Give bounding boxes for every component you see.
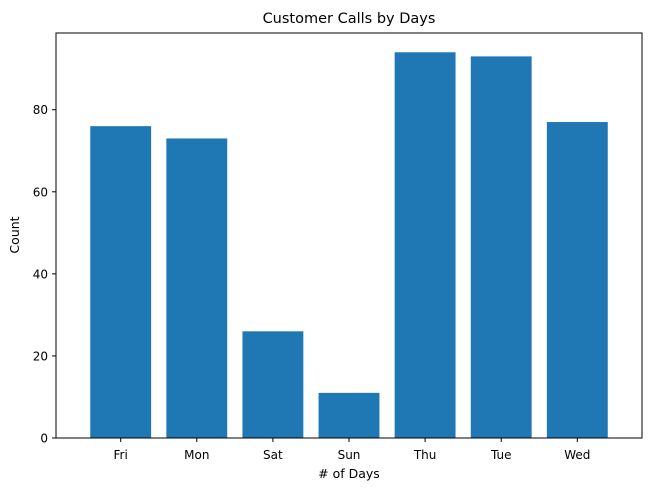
y-tick-label: 40 bbox=[33, 267, 48, 281]
x-tick-label: Sat bbox=[263, 448, 283, 462]
bar-sun bbox=[318, 392, 380, 438]
y-axis-ticks: 0 20 40 60 80 bbox=[33, 103, 56, 446]
x-tick-label: Tue bbox=[490, 448, 512, 462]
x-tick-label: Fri bbox=[114, 448, 128, 462]
y-axis-label: Count bbox=[7, 216, 22, 253]
y-tick-label: 80 bbox=[33, 103, 48, 117]
x-axis-label: # of Days bbox=[318, 466, 380, 481]
y-tick-label: 60 bbox=[33, 185, 48, 199]
bar-mon bbox=[166, 138, 228, 438]
x-tick-label: Sun bbox=[338, 448, 361, 462]
bar-sat bbox=[242, 331, 304, 438]
x-tick-label: Thu bbox=[413, 448, 437, 462]
x-axis-ticks: Fri Mon Sat Sun Thu Tue Wed bbox=[114, 438, 590, 462]
bars-layer bbox=[90, 52, 608, 439]
plot-frame bbox=[55, 32, 643, 439]
chart-title: Customer Calls by Days bbox=[263, 11, 436, 27]
bar-thu bbox=[394, 52, 456, 438]
y-tick-label: 0 bbox=[40, 432, 48, 446]
bar-tue bbox=[470, 56, 532, 438]
y-tick-label: 20 bbox=[33, 349, 48, 363]
bar-wed bbox=[546, 122, 608, 438]
bar-fri bbox=[90, 126, 152, 439]
x-tick-label: Mon bbox=[184, 448, 209, 462]
x-tick-label: Wed bbox=[564, 448, 590, 462]
